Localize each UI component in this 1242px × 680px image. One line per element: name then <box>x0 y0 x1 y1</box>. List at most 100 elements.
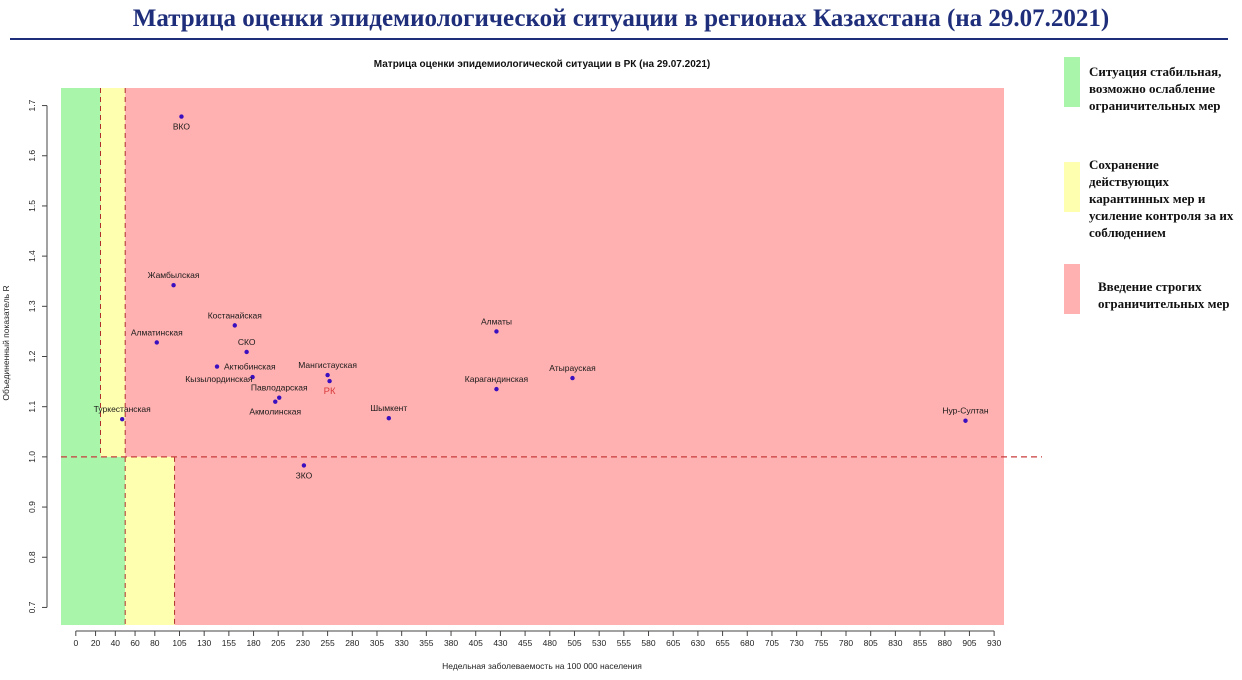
x-tick-label: 680 <box>740 638 754 648</box>
x-tick-label: 380 <box>444 638 458 648</box>
point-Нур-Султан <box>963 418 968 423</box>
point-label: Нур-Султан <box>942 406 989 416</box>
point-СКО <box>244 349 249 355</box>
x-tick-label: 655 <box>715 638 729 648</box>
point-Актюбинская <box>214 364 220 369</box>
point-Алматинская <box>154 340 159 345</box>
x-tick-label: 205 <box>271 638 285 648</box>
x-tick-label: 280 <box>345 638 359 648</box>
point-РК <box>327 378 332 384</box>
x-tick-label: 480 <box>543 638 557 648</box>
y-tick-label: 0.8 <box>27 551 37 563</box>
point-Костанайская <box>232 323 237 328</box>
x-tick-label: 80 <box>150 638 160 648</box>
point-Акмолинская <box>273 399 278 404</box>
legend-text-maintain: Сохранение действующих карантинных мер и… <box>1089 157 1234 240</box>
point-label: Атырауская <box>549 363 596 373</box>
x-tick-label: 0 <box>73 638 78 648</box>
zones-layer <box>61 88 1005 625</box>
y-axis-label: Объединенный показатель R <box>1 285 11 400</box>
point-Павлодарская <box>277 395 282 400</box>
point-Алматы <box>494 329 499 334</box>
y-tick-label: 1.6 <box>27 150 37 162</box>
x-axis-label: Недельная заболеваемость на 100 000 насе… <box>442 661 642 671</box>
y-tick-label: 1.2 <box>27 350 37 362</box>
point-label: Карагандинская <box>465 374 529 384</box>
point-Жамбылская <box>171 283 176 288</box>
x-tick-label: 830 <box>888 638 902 648</box>
zone-green-lower <box>61 456 126 625</box>
point-label: Шымкент <box>370 403 407 413</box>
threshold-lines-layer <box>61 88 1042 625</box>
point-label: Жамбылская <box>148 270 200 280</box>
point-label: Акмолинская <box>249 407 301 417</box>
legend-swatch-red <box>1064 264 1080 314</box>
x-tick-label: 130 <box>197 638 211 648</box>
y-tick-label: 1.4 <box>27 250 37 262</box>
axes-layer: 0 20 40 60 80 105 130 155 180 205 230 255 280 305 330 3… <box>27 99 1001 648</box>
point-label: ВКО <box>173 122 191 132</box>
x-tick-label: 355 <box>419 638 433 648</box>
point-ЗКО <box>301 463 307 468</box>
x-tick-label: 755 <box>814 638 828 648</box>
legend-text-stable: Ситуация стабильная, возможно ослабление… <box>1089 64 1222 113</box>
legend-swatch-yellow <box>1064 162 1080 212</box>
point-label: Мангистауская <box>298 360 357 370</box>
x-tick-label: 430 <box>493 638 507 648</box>
x-tick-label: 705 <box>765 638 779 648</box>
zone-green-upper <box>61 88 101 457</box>
y-tick-label: 1.3 <box>27 300 37 312</box>
x-tick-label: 580 <box>641 638 655 648</box>
slide-title: Матрица оценки эпидемиологической ситуац… <box>132 5 1110 32</box>
x-tick-label: 905 <box>962 638 976 648</box>
legend-swatch-green <box>1064 57 1080 107</box>
point-label: Туркестанская <box>94 404 151 414</box>
zone-red-lower <box>174 456 1004 625</box>
x-tick-label: 605 <box>666 638 680 648</box>
point-Мангистауская <box>325 372 330 378</box>
x-tick-label: 330 <box>395 638 409 648</box>
zone-yellow-upper <box>100 88 126 457</box>
x-tick-label: 20 <box>91 638 101 648</box>
chart-title: Матрица оценки эпидемиологической ситуац… <box>374 59 710 70</box>
x-tick-label: 105 <box>172 638 186 648</box>
x-tick-label: 40 <box>111 638 121 648</box>
x-tick-label: 930 <box>987 638 1001 648</box>
point-Туркестанская <box>120 417 125 422</box>
point-label: Алматы <box>481 316 512 326</box>
y-tick-label: 1.1 <box>27 401 37 413</box>
point-Атырауская <box>570 375 575 381</box>
point-label: РК <box>324 386 336 397</box>
x-tick-label: 730 <box>790 638 804 648</box>
y-tick-label: 0.7 <box>27 601 37 613</box>
point-label: Актюбинская <box>224 362 276 372</box>
title-underline <box>10 38 1228 40</box>
x-tick-label: 505 <box>567 638 581 648</box>
x-tick-label: 780 <box>839 638 853 648</box>
point-label: Костанайская <box>208 310 263 320</box>
x-tick-label: 180 <box>246 638 260 648</box>
zone-yellow-lower <box>125 456 175 625</box>
point-label: ЗКО <box>296 470 313 480</box>
x-tick-label: 555 <box>617 638 631 648</box>
x-tick-label: 230 <box>296 638 310 648</box>
point-label: Алматинская <box>131 327 183 337</box>
x-tick-label: 630 <box>691 638 705 648</box>
scatter-chart: Матрица оценки эпидемиологической ситуац… <box>1 59 1042 671</box>
point-ВКО <box>179 114 184 119</box>
points-layer: ВКО Жамбылская Костанайская Алматинская СКО А… <box>94 114 989 480</box>
x-tick-label: 405 <box>469 638 483 648</box>
x-tick-label: 805 <box>864 638 878 648</box>
y-tick-label: 1.7 <box>27 99 37 111</box>
x-tick-label: 60 <box>130 638 140 648</box>
x-tick-label: 455 <box>518 638 532 648</box>
legend-text-strict: Введение строгих ограничительных мер <box>1098 279 1230 311</box>
y-tick-label: 0.9 <box>27 501 37 513</box>
x-tick-label: 305 <box>370 638 384 648</box>
x-tick-label: 880 <box>938 638 952 648</box>
point-Карагандинская <box>494 386 499 392</box>
point-label: Павлодарская <box>251 383 308 393</box>
x-tick-label: 855 <box>913 638 927 648</box>
point-label: Кызылординская <box>185 374 253 384</box>
x-tick-label: 155 <box>222 638 236 648</box>
